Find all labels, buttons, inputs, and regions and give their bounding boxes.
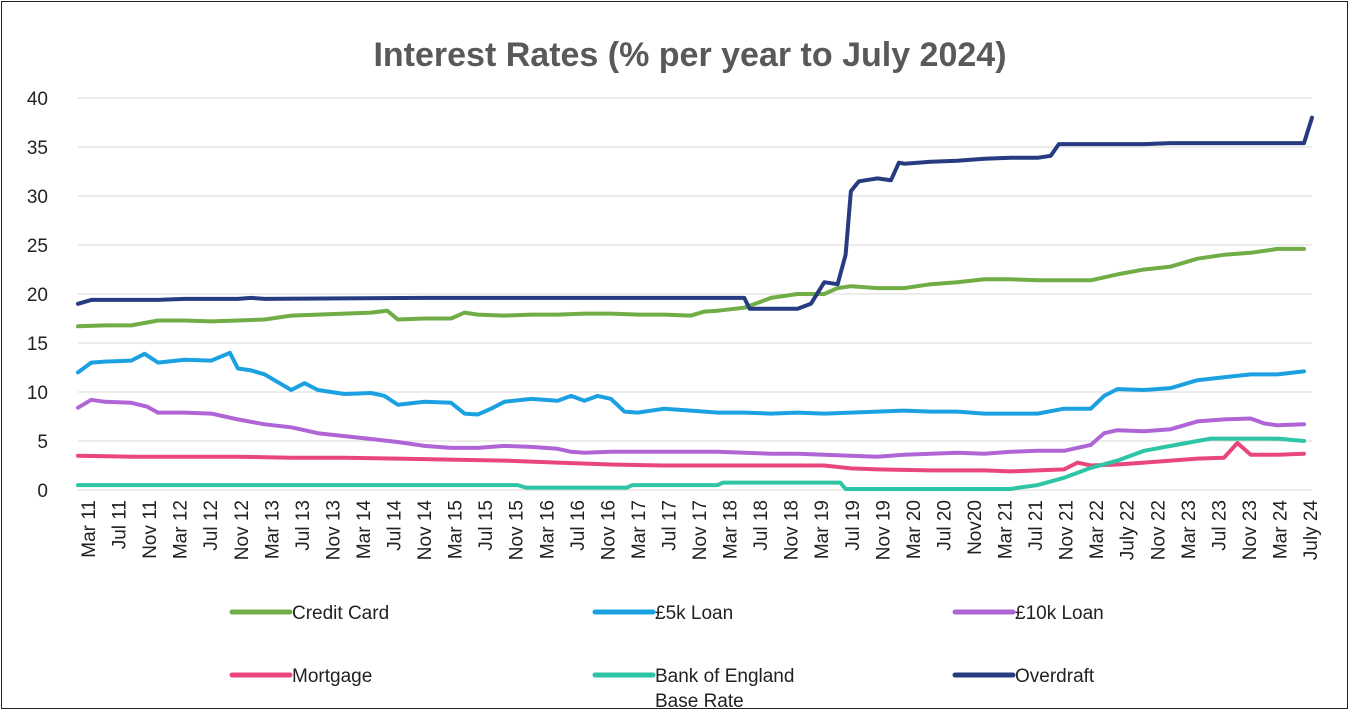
x-tick-label: Nov 21: [1057, 500, 1078, 560]
x-tick-label: Nov 23: [1240, 500, 1261, 560]
legend-label: Bank of England: [655, 666, 794, 687]
x-tick-label: Jul 17: [659, 500, 680, 551]
y-tick-label: 0: [37, 481, 48, 502]
x-tick-label: Mar 22: [1087, 500, 1108, 559]
y-tick-label: 20: [27, 285, 48, 306]
x-tick-label: Nov 18: [782, 500, 803, 560]
x-tick-label: Jul 16: [568, 500, 589, 551]
x-tick-label: Jul 18: [751, 500, 772, 551]
x-tick-label: Mar 14: [354, 500, 375, 560]
y-axis-ticks: 0 5 10 15 20 25 30 35 40: [27, 89, 48, 502]
x-tick-label: July 22: [1118, 500, 1139, 560]
legend-label-line2: Base Rate: [655, 691, 744, 712]
x-tick-label: Nov 13: [323, 500, 344, 560]
x-tick-label: Jul 19: [843, 500, 864, 551]
series-line-0: [76, 246, 1306, 329]
legend-label: Credit Card: [292, 603, 389, 624]
x-tick-label: Mar 16: [537, 500, 558, 559]
x-tick-label: Nov 11: [140, 500, 161, 559]
x-tick-label: Nov 14: [415, 500, 436, 561]
y-tick-label: 35: [27, 138, 48, 159]
x-tick-label: Mar 20: [904, 500, 925, 559]
y-tick-label: 15: [27, 334, 48, 355]
y-tick-label: 10: [27, 383, 48, 404]
x-tick-label: Mar 19: [812, 500, 833, 559]
x-tick-label: Mar 24: [1270, 500, 1291, 560]
x-tick-label: Jul 15: [476, 500, 497, 551]
x-tick-label: Mar 18: [721, 500, 742, 559]
x-tick-label: Mar 12: [171, 500, 192, 559]
x-tick-label: Jul 23: [1209, 500, 1230, 551]
legend-label: Mortgage: [292, 666, 372, 687]
legend-label: £5k Loan: [655, 603, 733, 624]
chart-title: Interest Rates (% per year to July 2024): [373, 36, 1006, 74]
x-tick-label: Mar 17: [629, 500, 650, 559]
x-tick-label: Nov 16: [598, 500, 619, 560]
y-tick-label: 5: [37, 432, 48, 453]
series-line-1: [76, 350, 1306, 417]
x-tick-label: Mar 23: [1179, 500, 1200, 559]
x-tick-label: Jul 12: [201, 500, 222, 551]
legend-label: £10k Loan: [1015, 603, 1104, 624]
series-line-5: [76, 115, 1314, 311]
x-tick-label: Nov 17: [690, 500, 711, 560]
x-tick-label: Jul 11: [110, 500, 131, 549]
y-tick-label: 40: [27, 89, 48, 110]
x-tick-label: Mar 11: [79, 500, 100, 558]
legend: Credit Card £5k Loan £10k Loan Mortgage Bank…: [229, 603, 1104, 712]
x-tick-label: July 24: [1301, 500, 1322, 561]
x-tick-label: Mar 21: [996, 500, 1017, 559]
y-tick-label: 25: [27, 236, 48, 257]
x-tick-label: Jul 21: [1026, 500, 1047, 551]
x-tick-label: Jul 13: [293, 500, 314, 551]
x-tick-label: Nov 12: [232, 500, 253, 560]
series-line-2: [76, 397, 1306, 459]
series-line-3: [76, 441, 1306, 474]
x-tick-label: Jul 20: [934, 500, 955, 551]
x-axis-ticks: Mar 11 Jul 11 Nov 11 Mar 12 Jul 12 Nov 12 Mar …: [79, 500, 1322, 561]
x-tick-label: Nov 19: [873, 500, 894, 560]
x-tick-label: Jul 14: [385, 500, 406, 551]
legend-label: Overdraft: [1015, 666, 1095, 687]
y-tick-label: 30: [27, 187, 48, 208]
series-line-4: [76, 436, 1306, 491]
x-tick-label: Mar 15: [446, 500, 467, 559]
series-lines: [76, 115, 1314, 491]
x-tick-label: Mar 13: [262, 500, 283, 559]
gridlines: [78, 97, 1312, 491]
x-tick-label: Nov 15: [507, 500, 528, 560]
x-tick-label: Nov 22: [1148, 500, 1169, 560]
x-tick-label: Nov20: [965, 500, 986, 555]
